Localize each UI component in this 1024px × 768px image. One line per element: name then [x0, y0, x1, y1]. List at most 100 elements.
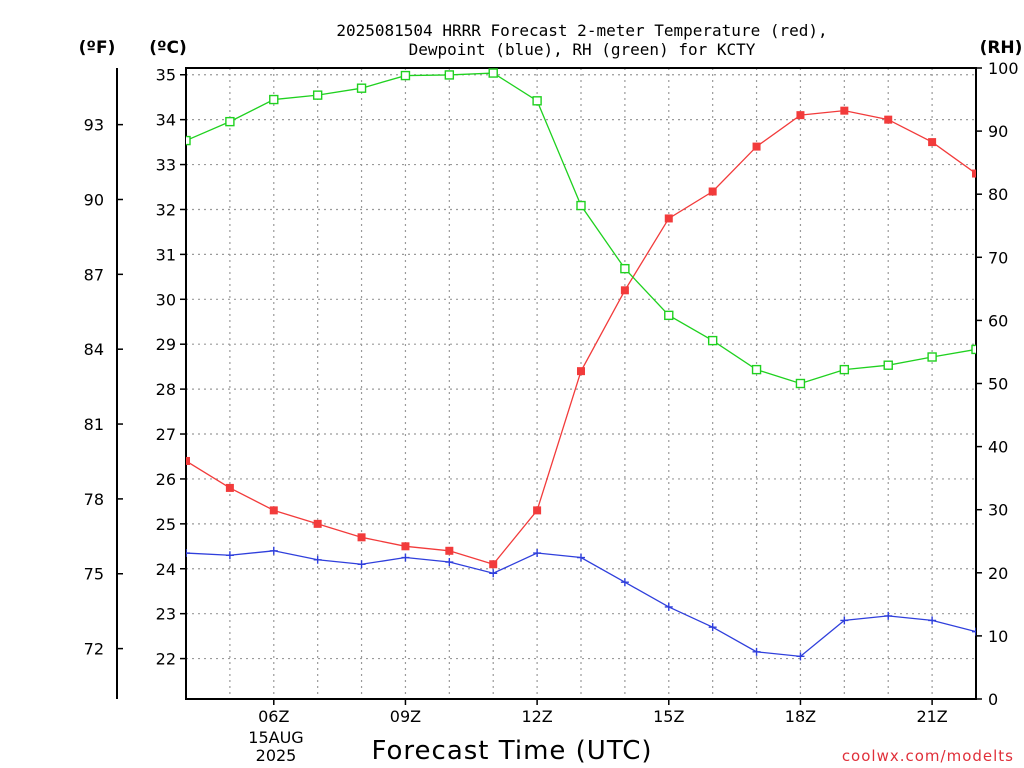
celsius-tick-label: 24 [156, 560, 176, 579]
rh-tick-label: 40 [988, 438, 1008, 457]
temperature-point [752, 142, 761, 151]
relative-humidity-point [312, 90, 323, 100]
dewpoint-point [972, 627, 976, 636]
dewpoint-point [752, 647, 761, 656]
relative-humidity-point [356, 83, 367, 93]
fahrenheit-tick-label: 90 [84, 190, 104, 209]
plot-frame [185, 67, 977, 700]
celsius-tick-label: 35 [156, 66, 176, 85]
rh-tick-label: 20 [988, 564, 1008, 583]
fahrenheit-unit-label: (ºF) [79, 38, 116, 58]
rh-tick-label: 10 [988, 627, 1008, 646]
temperature-point [664, 214, 673, 223]
rh-tick-label: 60 [988, 311, 1008, 330]
fahrenheit-tick-label: 87 [84, 265, 104, 284]
grid-lines [186, 68, 976, 699]
dewpoint-point [357, 560, 366, 569]
temperature-point [186, 456, 190, 465]
relative-humidity-point [400, 70, 411, 81]
x-axis-title: Forecast Time (UTC) [371, 736, 652, 766]
fahrenheit-tick-label: 72 [84, 640, 104, 659]
temperature-point [884, 115, 893, 124]
fahrenheit-tick-label: 93 [84, 116, 104, 135]
temperature-point [401, 542, 410, 551]
fahrenheit-tick-label: 81 [84, 415, 104, 434]
fahrenheit-tick-label: 84 [84, 340, 104, 359]
relative-humidity-point [269, 94, 279, 105]
rh-tick-label: 30 [988, 501, 1008, 520]
relative-humidity-point [186, 135, 191, 146]
temperature-point [357, 533, 366, 542]
x-tick-label: 09Z [390, 707, 421, 726]
celsius-tick-label: 30 [156, 290, 176, 309]
temperature-line [186, 110, 976, 566]
rh-tick-label: 0 [988, 690, 998, 709]
dewpoint-point [489, 569, 498, 578]
celsius-tick-label: 29 [156, 335, 176, 354]
relative-humidity-point [927, 352, 937, 362]
x-tick-label: 12Z [521, 707, 552, 726]
relative-humidity-point [488, 68, 498, 78]
rh-tick-label: 100 [988, 59, 1019, 78]
celsius-tick-label: 32 [156, 200, 176, 219]
date-year-label: 2025 [256, 746, 297, 765]
relative-humidity-line [186, 72, 976, 385]
dewpoint-point [708, 623, 717, 632]
dewpoint-point [269, 546, 278, 555]
temperature-point [840, 106, 849, 115]
temperature-point [269, 506, 278, 515]
relative-humidity-point [795, 378, 806, 389]
relative-humidity-point [664, 310, 674, 321]
temperature-point [225, 483, 234, 492]
temperature-point [972, 169, 976, 178]
rh-tick-label: 80 [988, 185, 1008, 204]
date-day-label: 15AUG [248, 728, 303, 747]
relative-humidity-point [576, 200, 586, 211]
dewpoint-point [664, 602, 673, 611]
celsius-tick-label: 27 [156, 425, 176, 444]
x-tick-label: 06Z [258, 707, 289, 726]
celsius-tick-label: 31 [156, 245, 176, 264]
dewpoint-point [533, 549, 542, 558]
relative-humidity-point [444, 70, 455, 80]
dewpoint-point [620, 578, 629, 587]
dewpoint-point [796, 652, 805, 661]
relative-humidity-point [532, 96, 542, 106]
relative-humidity-point [620, 263, 630, 274]
celsius-unit-label: (ºC) [149, 38, 187, 58]
temperature-point [577, 367, 585, 376]
celsius-tick-label: 34 [156, 111, 176, 130]
dewpoint-point [313, 555, 322, 564]
axes [116, 67, 982, 705]
series-clip-group [186, 68, 976, 661]
dewpoint-point [225, 551, 234, 560]
rh-tick-label: 70 [988, 248, 1008, 267]
celsius-tick-label: 22 [156, 650, 176, 669]
x-tick-label: 21Z [916, 707, 947, 726]
temperature-point [489, 560, 498, 569]
temperature-point [533, 506, 542, 515]
dewpoint-point [884, 611, 893, 620]
tick-labels: 22 23 24 25 26 27 28 29 30 31 32 33 34 35 72 75 78 81 84 87… [84, 59, 1019, 726]
temperature-point [620, 286, 629, 295]
relative-humidity-point [839, 364, 850, 375]
dewpoint-point [577, 553, 585, 562]
dewpoint-point [928, 616, 937, 625]
dewpoint-point [186, 549, 190, 558]
celsius-tick-label: 26 [156, 470, 176, 489]
data-series [186, 68, 976, 661]
dewpoint-point [445, 558, 454, 567]
chart-title-line-1: 2025081504 HRRR Forecast 2-meter Tempera… [336, 21, 827, 40]
dewpoint-point [401, 553, 410, 562]
temperature-point [445, 546, 454, 555]
fahrenheit-tick-label: 75 [84, 565, 104, 584]
temperature-point [928, 138, 937, 147]
x-tick-label: 18Z [785, 707, 816, 726]
temperature-point [708, 187, 717, 196]
temperature-point [313, 519, 322, 528]
relative-humidity-point [751, 364, 762, 375]
chart-title-line-2: Dewpoint (blue), RH (green) for KCTY [409, 40, 756, 59]
celsius-tick-label: 33 [156, 156, 176, 175]
temperature-point [796, 111, 805, 120]
